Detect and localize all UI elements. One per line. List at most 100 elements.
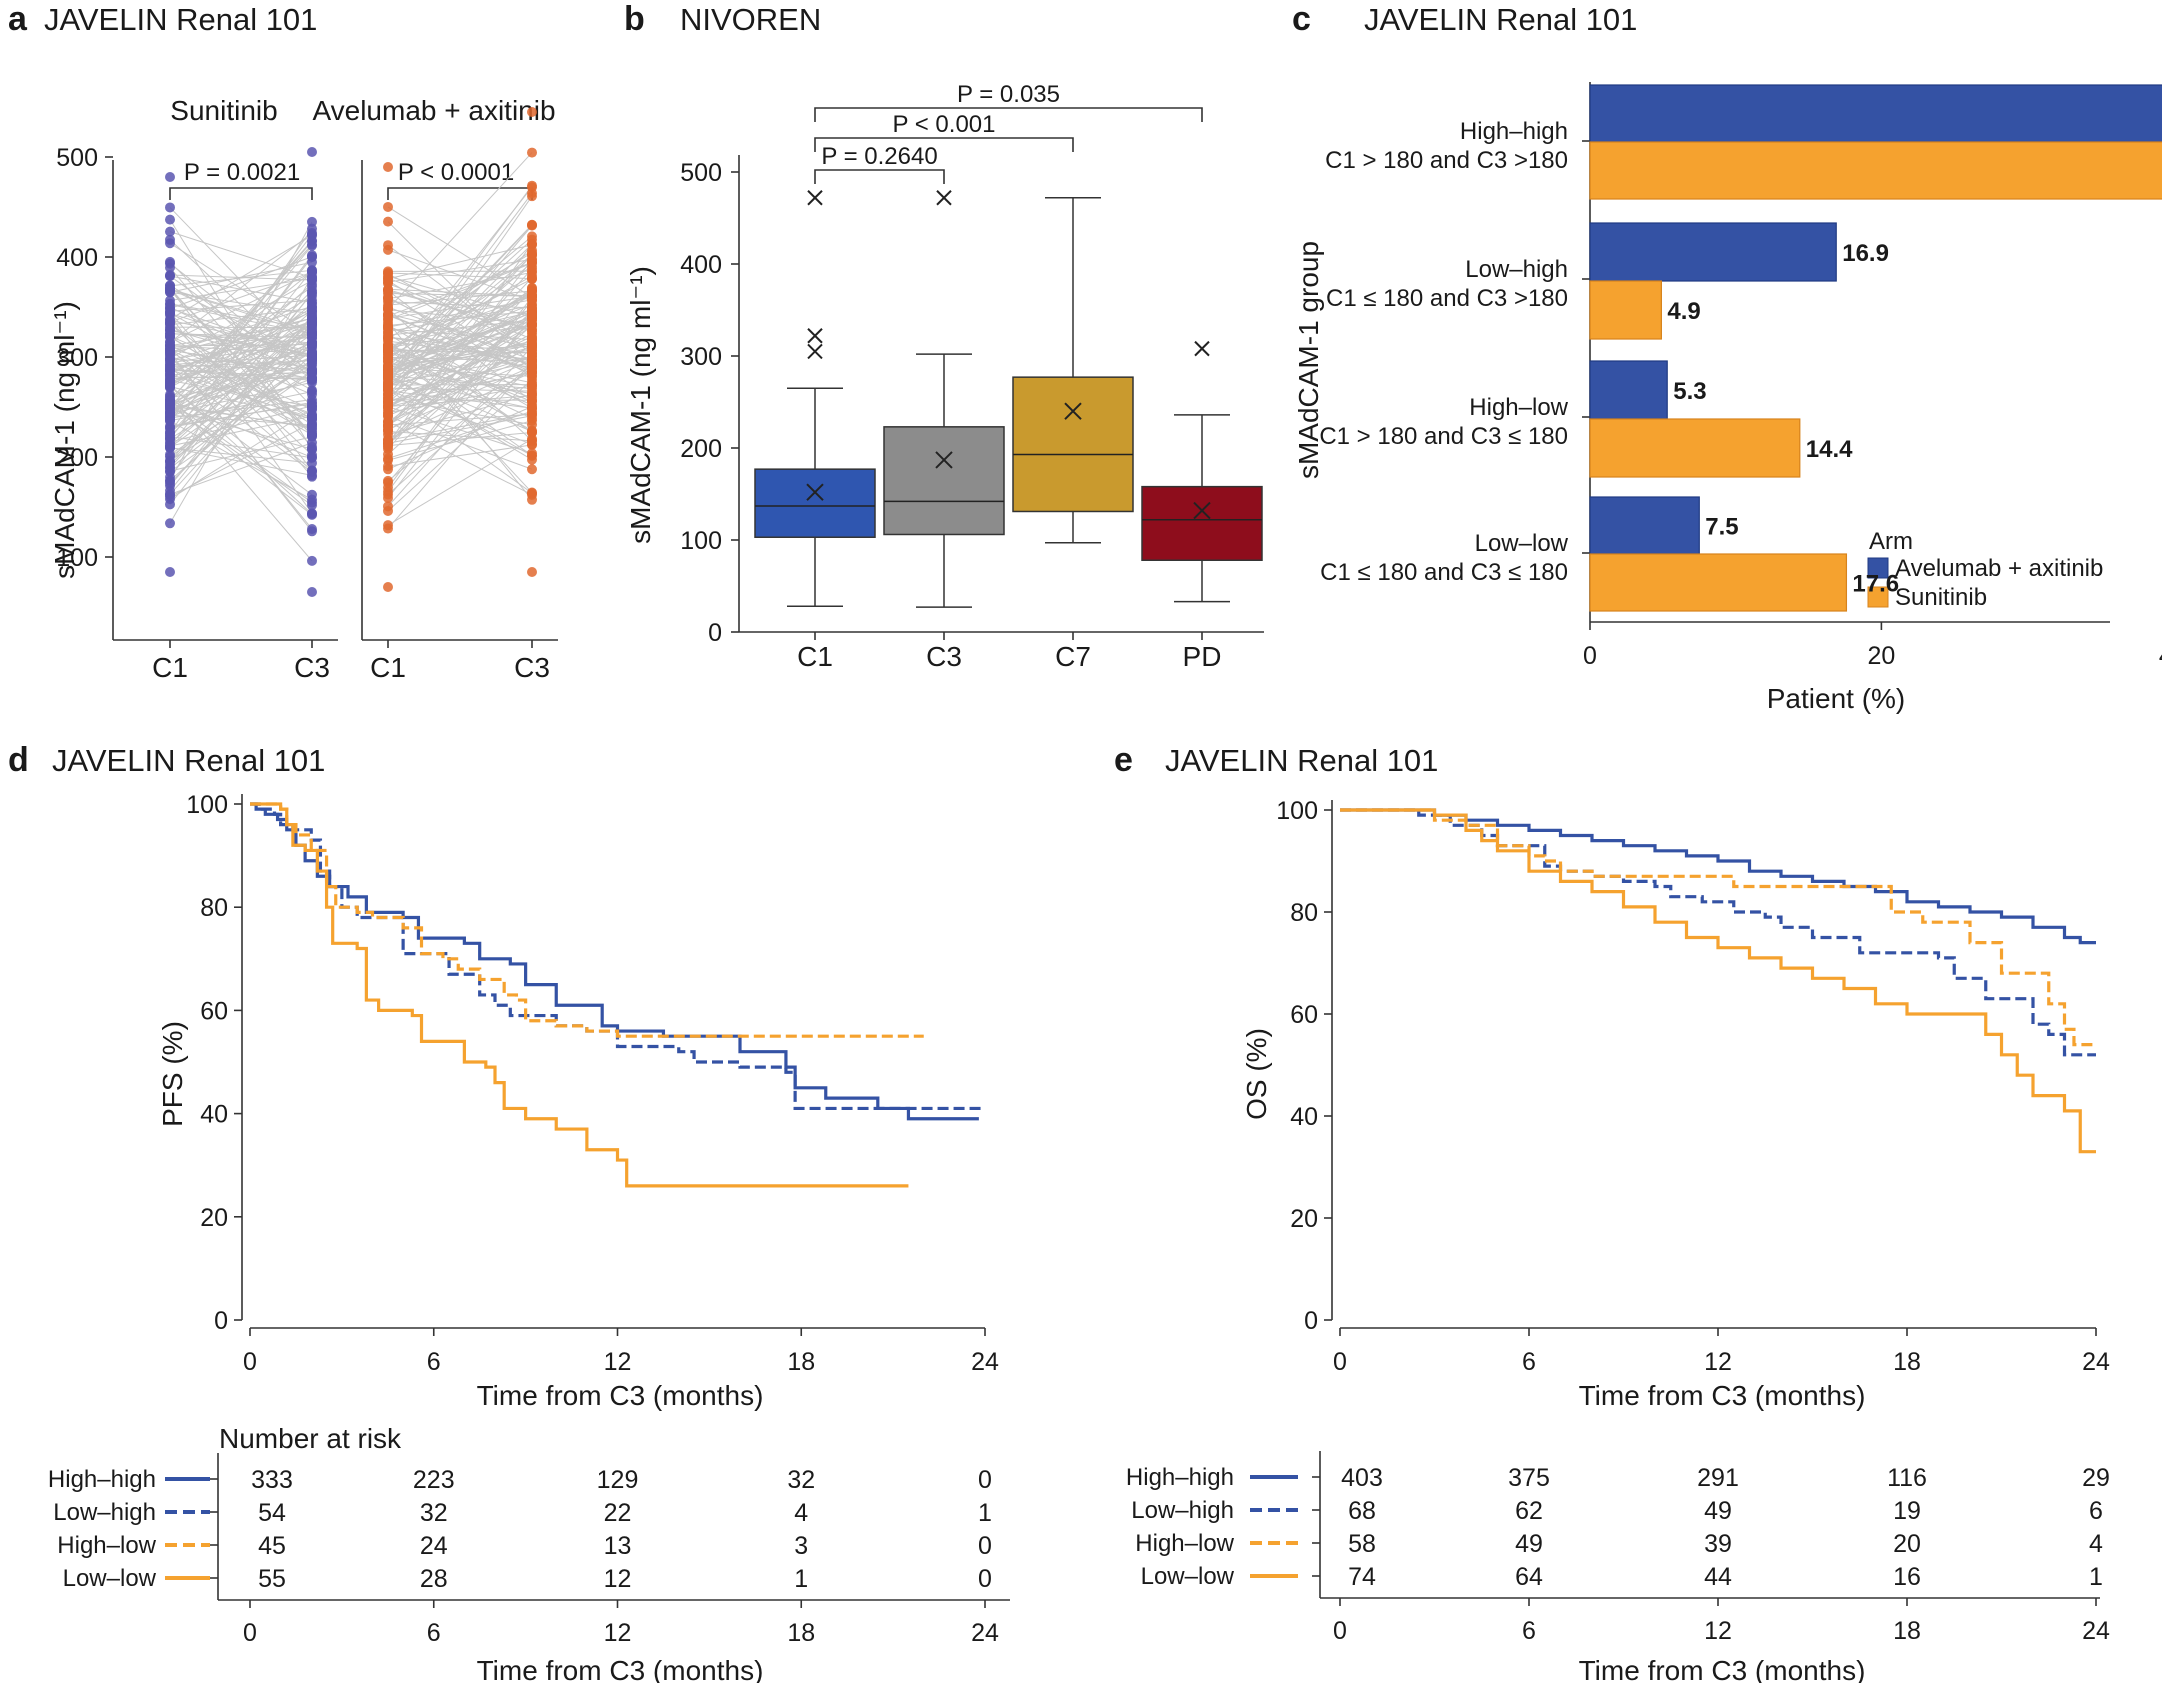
- panel-a-dot-c1: [383, 422, 393, 433]
- panel-e: e JAVELIN Renal 101 OS (%) Time from C3 …: [1114, 741, 2110, 1683]
- km-xtick-label: 12: [604, 1348, 632, 1376]
- risk-table-xtick-label: 6: [1522, 1617, 1536, 1645]
- risk-table-count: 1: [978, 1499, 992, 1527]
- panel-a-dot-c3: [527, 247, 537, 258]
- panel-a-connector-line: [169, 447, 313, 476]
- box-outlier: [807, 343, 823, 360]
- risk-table-count: 1: [2089, 1563, 2103, 1591]
- legend-swatch-sunitinib: [1867, 586, 1889, 608]
- panel-a-connector-line: [169, 436, 313, 472]
- panel-a-connector-line: [387, 296, 533, 488]
- panel-a-connector-line: [387, 316, 533, 363]
- km-xtick-label: 24: [2082, 1348, 2110, 1376]
- panel-a-group-label-sunitinib: Sunitinib: [170, 95, 277, 126]
- panel-a-connector-line: [169, 319, 313, 406]
- risk-table-row-label: High–high: [48, 1466, 156, 1493]
- bar-sunitinib: [1589, 418, 1801, 478]
- panel-a-connector-line: [387, 252, 533, 340]
- panel-a-connector-line: [169, 325, 313, 383]
- risk-table-count: 291: [1697, 1464, 1739, 1492]
- panel-a-connector-line: [387, 410, 533, 459]
- panel-a-connector-line: [387, 385, 533, 414]
- panel-a-dot-c3: [307, 240, 317, 251]
- panel-a-connector-line: [387, 361, 533, 395]
- panel-a-connector-line: [387, 192, 533, 386]
- panel-a-dot-c3: [527, 567, 537, 577]
- panel-a-dot-c3: [527, 188, 537, 199]
- panel-b-title: NIVOREN: [680, 2, 821, 37]
- panel-a-dot-c3: [527, 107, 537, 117]
- panel-a-dot-c3: [307, 147, 317, 157]
- km-curve-low-high: [250, 802, 982, 1111]
- panel-a-dot-c3: [307, 251, 317, 262]
- panel-a-connector-line: [387, 290, 533, 402]
- panel-a-dot-c3: [307, 400, 317, 411]
- panel-a-connectors-avelumab: [387, 152, 533, 529]
- risk-table-count: 0: [978, 1466, 992, 1494]
- panel-a-dot-c1: [383, 369, 393, 380]
- panel-b-pvalue: P < 0.001: [893, 111, 996, 138]
- km-xtick-label: 6: [1522, 1348, 1536, 1376]
- panel-a-dot-c3: [527, 413, 537, 424]
- panel-a-dot-c1: [165, 456, 175, 467]
- panel-a-dot-c3: [527, 488, 537, 499]
- panel-a-connector-line: [387, 314, 533, 444]
- panel-a-connector-line: [387, 415, 533, 470]
- panel-a-connector-line: [169, 354, 313, 530]
- panel-c-category-desc: C1 > 180 and C3 ≤ 180: [1319, 423, 1568, 450]
- panel-a-pvalue-sunitinib: P = 0.0021: [184, 159, 300, 186]
- box-iqr: [1012, 376, 1134, 513]
- risk-table-count: 44: [1704, 1563, 1732, 1591]
- risk-table-count: 58: [1348, 1530, 1376, 1558]
- panel-c-letter: c: [1292, 0, 1311, 38]
- panel-a-connector-line: [387, 324, 533, 408]
- panel-a-xtick-c1-sunitinib: C1: [152, 652, 188, 683]
- panel-a-connector-line: [169, 269, 313, 287]
- panel-a-connector-line: [387, 336, 533, 354]
- panel-a-dot-c3: [527, 360, 537, 371]
- bar-avelumab: [1589, 360, 1668, 420]
- panel-a-dot-c3: [307, 347, 317, 358]
- panel-a-dot-c1: [383, 396, 393, 407]
- panel-b-xtick-label: PD: [1183, 641, 1222, 672]
- panel-a-dot-c3: [527, 380, 537, 391]
- panel-a-dot-c3: [527, 388, 537, 399]
- panel-a-dot-c3: [307, 587, 317, 597]
- panel-a-dot-c1: [383, 162, 393, 172]
- panel-a-connector-line: [169, 228, 313, 434]
- panel-a-connectors-sunitinib: [169, 207, 313, 562]
- panel-a-dot-c1: [165, 355, 175, 366]
- panel-a-dot-c3: [307, 508, 317, 519]
- panel-a-dot-c3: [527, 219, 537, 230]
- panel-e-letter: e: [1114, 741, 1133, 779]
- risk-table-row-label: Low–low: [1141, 1563, 1235, 1590]
- panel-a-dot-c3: [527, 367, 537, 378]
- panel-a-connector-line: [169, 316, 313, 486]
- risk-table-count: 4: [2089, 1530, 2103, 1558]
- panel-b-bracket: [814, 169, 945, 184]
- panel-a-dot-c1: [165, 381, 175, 392]
- panel-a-dot-c1: [165, 415, 175, 426]
- risk-table-row-label: High–low: [1135, 1530, 1234, 1557]
- panel-a-dot-c1: [383, 244, 393, 255]
- panel-b-ytick-label: 500: [680, 159, 722, 187]
- panel-a-connector-line: [169, 336, 313, 361]
- panel-a-ytick-label: 500: [56, 144, 98, 172]
- panel-c-xtick-label: 0: [1583, 642, 1597, 670]
- bar-avelumab: [1589, 222, 1837, 282]
- panel-a-connector-line: [387, 289, 533, 331]
- panel-a-dot-c1: [383, 407, 393, 418]
- panel-a-connector-line: [169, 263, 313, 375]
- panel-a-dot-c1: [383, 486, 393, 497]
- panel-a-dot-c3: [307, 452, 317, 463]
- panel-a-connector-line: [169, 391, 313, 422]
- panel-d: d JAVELIN Renal 101 PFS (%) Time from C3…: [8, 741, 1010, 1683]
- risk-table-count: 39: [1704, 1530, 1732, 1558]
- bar-value-label: 17.6: [1852, 571, 1899, 598]
- box-mean-marker: [935, 451, 953, 469]
- panel-b: b NIVOREN sMAdCAM-1 (ng ml⁻¹) 0 100 200 300…: [624, 0, 1264, 672]
- panel-a-connector-line: [387, 388, 533, 494]
- panel-a-connector-line: [387, 356, 533, 362]
- panel-a-connector-line: [387, 272, 533, 280]
